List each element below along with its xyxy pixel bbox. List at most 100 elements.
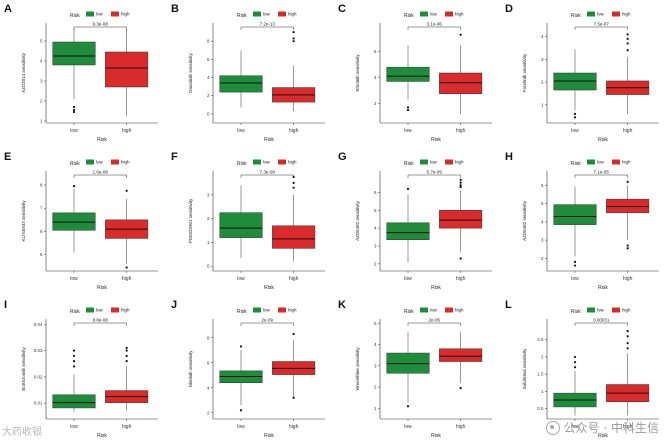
legend-swatch-low (587, 159, 595, 165)
y-tick-label: 5 (374, 321, 377, 326)
outlier-point (573, 355, 577, 359)
legend-swatch-high (111, 11, 119, 17)
outlier-point (626, 42, 629, 45)
y-tick-label: 2 (207, 410, 210, 415)
legend-swatch-high (612, 159, 620, 165)
box-low (52, 29, 96, 114)
outlier-point (459, 185, 462, 189)
legend-label-low: low (430, 12, 438, 17)
legend-label-low: low (96, 160, 104, 165)
x-tick-label: high (289, 128, 299, 134)
outlier-point (239, 409, 243, 412)
box-body (52, 212, 96, 231)
y-axis-label: KU-55933 sensitivity (21, 200, 26, 242)
panel-letter: C (338, 3, 346, 15)
legend-label-high: high (455, 308, 464, 313)
outlier-point (72, 354, 76, 357)
legend-swatch-high (445, 11, 453, 17)
y-tick-label: 4 (541, 34, 544, 39)
significance-bracket (407, 322, 461, 326)
y-tick-label: 1 (541, 102, 544, 107)
panel-letter: G (338, 151, 347, 163)
p-value-label: 1.6e-08 (93, 170, 109, 175)
legend-label-low: low (96, 308, 104, 313)
box-low (219, 185, 263, 258)
y-tick-label: 1 (207, 240, 210, 245)
y-tick-label: 4 (207, 75, 210, 80)
outlier-point (626, 244, 629, 247)
box-body (439, 72, 483, 95)
box-high (105, 29, 149, 116)
y-tick-label: 4 (207, 385, 210, 390)
outlier-point (406, 108, 410, 112)
y-tick-label: 4 (374, 75, 377, 80)
legend-label-low: low (597, 160, 605, 165)
x-tick-label: high (122, 276, 132, 282)
significance-bracket (73, 26, 127, 30)
outlier-point (626, 342, 629, 345)
x-axis-label: Risk (97, 137, 107, 143)
panel-i: I Risk low high 0.01 0.02 0.03 0.04 Bortezomib s… (4, 299, 158, 439)
y-tick-label: 2 (541, 256, 544, 261)
y-tick-label: 6 (207, 360, 210, 365)
p-value-label: 2e-09 (262, 318, 274, 323)
outlier-point (626, 33, 629, 36)
panel-letter: B (171, 3, 179, 15)
y-tick-label: 5 (40, 252, 43, 257)
legend-title: Risk (70, 309, 80, 315)
x-tick-label: high (456, 128, 466, 134)
legend-label-high: high (455, 12, 464, 17)
y-axis-label: AZD2014 sensitivity (21, 52, 26, 93)
panel-letter: H (505, 151, 513, 163)
outlier-point (72, 108, 76, 112)
outlier-point (239, 345, 243, 348)
p-value-label: 8.8e-08 (93, 318, 109, 323)
outlier-point (573, 112, 577, 116)
legend-swatch-low (420, 159, 428, 165)
p-value-label: 0.00031 (593, 318, 610, 323)
y-tick-label: 5 (541, 201, 544, 206)
outlier-point (459, 257, 462, 260)
y-axis-label: Foretinib sensitivity (522, 53, 527, 92)
y-axis-label: PD0325901 sensitivity (188, 198, 193, 243)
outlier-point (573, 116, 577, 119)
outlier-point (125, 189, 128, 192)
significance-bracket (574, 26, 628, 30)
box-high (105, 346, 149, 411)
watermark-left: 大药收银 (2, 427, 42, 438)
outlier-point (292, 332, 295, 336)
legend-title: Risk (404, 13, 414, 19)
significance-bracket (240, 174, 294, 178)
outlier-point (125, 266, 128, 269)
p-value-label: 5.7e-09 (427, 170, 443, 175)
outlier-point (406, 106, 410, 109)
outlier-point (459, 181, 462, 184)
outlier-point (125, 360, 128, 363)
box-low (219, 50, 263, 108)
y-tick-label: 6 (374, 190, 377, 195)
box-low (553, 49, 597, 119)
p-value-label: 9.3e-08 (93, 22, 109, 27)
panel-letter: D (505, 3, 513, 15)
y-tick-label: 6 (541, 183, 544, 188)
panel-a: A Risk low high 1 2 3 4 5 AZD2014 sensitivity low h… (4, 3, 158, 143)
y-axis-label: AZD6482 sensitivity (522, 200, 527, 241)
outlier-point (573, 264, 577, 267)
box-body (553, 72, 597, 91)
box-low (386, 187, 430, 263)
x-tick-label: low (70, 424, 78, 430)
box-body (219, 212, 263, 238)
outlier-point (292, 186, 295, 189)
x-tick-label: low (571, 424, 579, 430)
legend-title: Risk (571, 309, 581, 315)
legend-label-low: low (430, 160, 438, 165)
panel-j: J Risk low high 2 4 6 8 Nilotinib sensitivity low… (171, 299, 325, 439)
y-axis-label: AZD6482 sensitivity (355, 200, 360, 241)
panel-k: K Risk low high 1 2 3 4 5 Vinorelbine sensitivity… (338, 299, 492, 439)
panel-e: E Risk low high 5 6 7 8 KU-55933 sensitivity low h… (4, 151, 158, 291)
x-axis-label: Risk (431, 137, 441, 143)
y-axis-label: Bortezomib sensitivity (21, 346, 26, 390)
legend-label-high: high (288, 308, 297, 313)
x-axis-label: Risk (431, 433, 441, 439)
y-tick-label: 1 (541, 389, 544, 394)
